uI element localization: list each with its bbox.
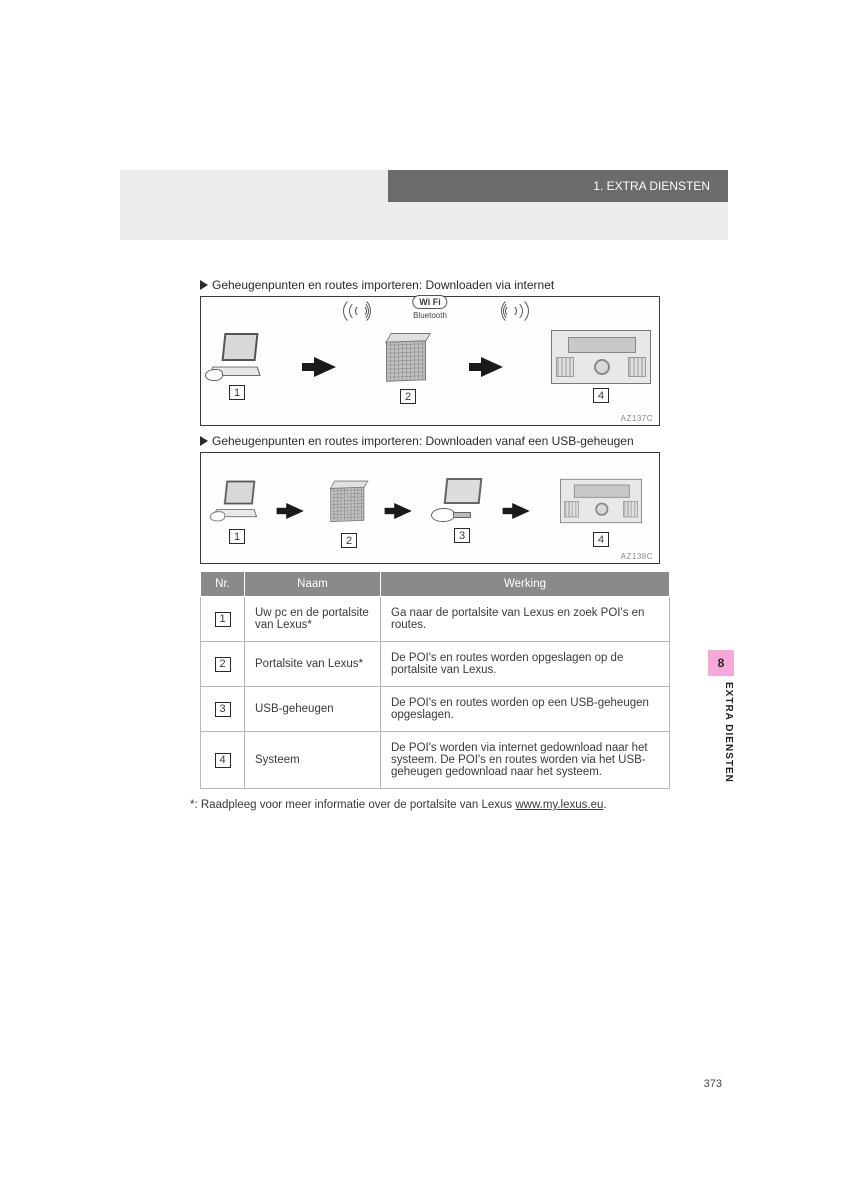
- footnote-suffix: .: [603, 799, 606, 811]
- fig2-laptop: 1: [209, 477, 265, 544]
- car-dashboard-icon: [560, 479, 642, 523]
- col-nr: Nr.: [201, 572, 245, 597]
- page-content: Geheugenpunten en routes importeren: Dow…: [200, 272, 680, 811]
- table-header-row: Nr. Naam Werking: [201, 572, 670, 597]
- row-number: 3: [215, 702, 231, 717]
- wireless-labels: Wi Fi Bluetooth: [412, 295, 447, 320]
- section-number-tab: 8: [708, 650, 734, 676]
- row-description: De POI's en routes worden opgeslagen op …: [381, 642, 670, 687]
- table-row: 1 Uw pc en de portalsite van Lexus* Ga n…: [201, 597, 670, 642]
- page-number: 373: [704, 1078, 722, 1090]
- row-number: 2: [215, 657, 231, 672]
- fig1-server: 2: [384, 329, 432, 404]
- figure-code: AZ137C: [621, 414, 653, 423]
- arrow-icon: [286, 503, 304, 519]
- laptop-icon: [209, 333, 265, 381]
- fig2-server: 2: [325, 473, 373, 548]
- section-number: 8: [718, 656, 725, 670]
- arrow-icon: [314, 357, 336, 377]
- row-description: Ga naar de portalsite van Lexus en zoek …: [381, 597, 670, 642]
- row-name: Uw pc en de portalsite van Lexus*: [245, 597, 381, 642]
- callout-box: 4: [593, 532, 609, 547]
- fig2-usb-hand: 3: [433, 478, 491, 543]
- footnote: *: Raadpleeg voor meer informatie over d…: [190, 799, 680, 811]
- header-band: 1. EXTRA DIENSTEN: [120, 170, 728, 240]
- wifi-badge: Wi Fi: [412, 295, 447, 309]
- row-name: Portalsite van Lexus*: [245, 642, 381, 687]
- signal-waves-right-icon: [501, 299, 541, 323]
- triangle-bullet-icon: [200, 280, 208, 290]
- side-tab: 8 EXTRA DIENSTEN: [708, 650, 734, 783]
- callout-box: 2: [341, 533, 357, 548]
- row-name: Systeem: [245, 732, 381, 789]
- callout-box: 1: [229, 529, 245, 544]
- table-row: 3 USB-geheugen De POI's en routes worden…: [201, 687, 670, 732]
- figure-usb: 1 2 3 4 AZ: [200, 452, 660, 564]
- row-name: USB-geheugen: [245, 687, 381, 732]
- car-dashboard-icon: [551, 330, 651, 384]
- table-row: 4 Systeem De POI's worden via internet g…: [201, 732, 670, 789]
- arrow-icon: [481, 357, 503, 377]
- section2-title: Geheugenpunten en routes importeren: Dow…: [212, 434, 634, 448]
- footnote-text: *: Raadpleeg voor meer informatie over d…: [190, 799, 515, 811]
- table-row: 2 Portalsite van Lexus* De POI's en rout…: [201, 642, 670, 687]
- chapter-title: 1. EXTRA DIENSTEN: [593, 179, 710, 193]
- fig1-laptop: 1: [209, 333, 265, 400]
- callout-box: 3: [454, 528, 470, 543]
- figure-internet: Wi Fi Bluetooth 1 2: [200, 296, 660, 426]
- bluetooth-label: Bluetooth: [413, 311, 447, 320]
- figure-code: AZ138C: [621, 552, 653, 561]
- triangle-bullet-icon: [200, 436, 208, 446]
- section-label: EXTRA DIENSTEN: [708, 682, 734, 783]
- section2-heading: Geheugenpunten en routes importeren: Dow…: [200, 434, 680, 448]
- arrow-icon: [512, 503, 530, 519]
- row-description: De POI's en routes worden op een USB-geh…: [381, 687, 670, 732]
- callout-box: 1: [229, 385, 245, 400]
- usb-insert-icon: [433, 478, 491, 524]
- signal-waves-left-icon: [331, 299, 371, 323]
- footnote-link[interactable]: www.my.lexus.eu: [515, 799, 603, 811]
- laptop-icon: [213, 481, 261, 522]
- section1-heading: Geheugenpunten en routes importeren: Dow…: [200, 278, 680, 292]
- callout-box: 2: [400, 389, 416, 404]
- callout-box: 4: [593, 388, 609, 403]
- chapter-title-bar: 1. EXTRA DIENSTEN: [388, 170, 728, 202]
- row-description: De POI's worden via internet gedownload …: [381, 732, 670, 789]
- row-number: 1: [215, 612, 231, 627]
- row-number: 4: [215, 753, 231, 768]
- reference-table: Nr. Naam Werking 1 Uw pc en de portalsit…: [200, 572, 670, 789]
- col-werking: Werking: [381, 572, 670, 597]
- section1-title: Geheugenpunten en routes importeren: Dow…: [212, 278, 554, 292]
- fig2-dashboard: 4: [551, 474, 651, 547]
- arrow-icon: [394, 503, 412, 519]
- server-icon: [329, 477, 370, 525]
- fig1-dashboard: 4: [551, 330, 651, 403]
- server-icon: [384, 329, 432, 385]
- col-naam: Naam: [245, 572, 381, 597]
